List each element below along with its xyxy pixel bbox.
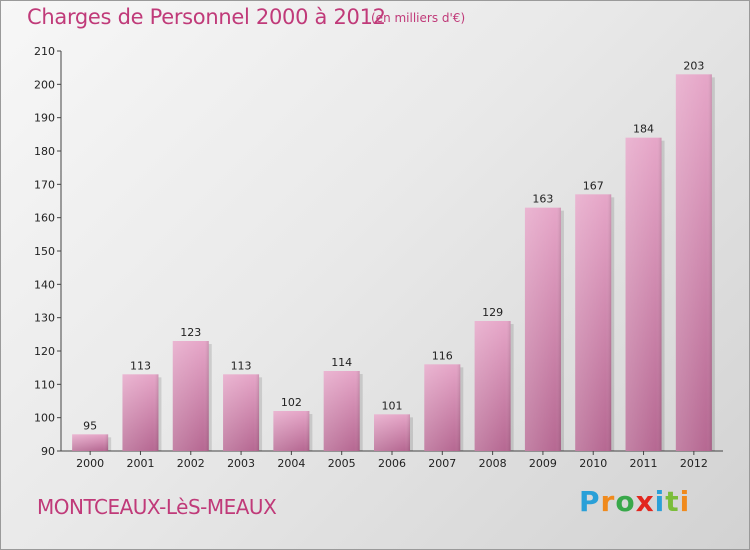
- x-tick-label: 2010: [579, 457, 607, 470]
- x-tick-label: 2006: [378, 457, 406, 470]
- bar-highlight: [374, 414, 410, 451]
- logo-letter: i: [654, 485, 666, 518]
- data-label-2003: 113: [231, 359, 252, 372]
- bars: [72, 74, 715, 452]
- bar-highlight: [72, 434, 109, 451]
- y-tick-label: 160: [34, 212, 55, 225]
- data-labels: 95 113 123 113 102 114 101 116 129 163 167 184 203: [83, 59, 704, 432]
- data-label-2012: 203: [683, 59, 704, 72]
- axes: 90 100 110 120 130 140 150 160 170 180 190 200 210 20…: [34, 45, 723, 470]
- bar-highlight: [575, 194, 612, 452]
- bar-highlight: [223, 374, 260, 451]
- x-tick-label: 2003: [227, 457, 255, 470]
- x-tick-label: 2005: [328, 457, 356, 470]
- data-label-2000: 95: [83, 419, 97, 432]
- y-tick-label: 170: [34, 178, 55, 191]
- y-tick-label: 200: [34, 78, 55, 91]
- y-tick-label: 90: [41, 445, 55, 458]
- y-tick-label: 120: [34, 345, 55, 358]
- commune-name: MONTCEAUX-LèS-MEAUX: [37, 495, 277, 519]
- bar-highlight: [122, 374, 159, 451]
- x-tick-label: 2008: [479, 457, 507, 470]
- data-label-2010: 167: [583, 179, 604, 192]
- logo-letter: t: [665, 485, 680, 518]
- logo-letter: o: [615, 485, 636, 518]
- x-tick-label: 2001: [126, 457, 154, 470]
- logo-letter: x: [635, 485, 655, 518]
- y-tick-label: 190: [34, 112, 55, 125]
- data-label-2006: 101: [382, 399, 403, 412]
- y-tick-label: 140: [34, 278, 55, 291]
- logo-letter: P: [579, 485, 601, 518]
- data-label-2008: 129: [482, 306, 503, 319]
- bar-highlight: [474, 321, 511, 451]
- x-tick-label: 2007: [428, 457, 456, 470]
- y-tick-label: 210: [34, 45, 55, 58]
- chart-subtitle: (en milliers d'€): [371, 11, 466, 25]
- chart-title: Charges de Personnel 2000 à 2012: [27, 5, 386, 29]
- data-label-2005: 114: [331, 356, 352, 369]
- bar-highlight: [273, 411, 310, 451]
- y-tick-label: 180: [34, 145, 55, 158]
- bar-highlight: [323, 371, 360, 451]
- x-tick-label: 2009: [529, 457, 557, 470]
- data-label-2007: 116: [432, 349, 453, 362]
- x-tick-label: 2011: [630, 457, 658, 470]
- y-tick-label: 100: [34, 412, 55, 425]
- proxiti-logo: Proxiti: [579, 485, 690, 518]
- logo-letter: r: [600, 485, 616, 518]
- data-label-2009: 163: [532, 193, 553, 206]
- data-label-2001: 113: [130, 359, 151, 372]
- bar-highlight: [172, 341, 209, 451]
- data-label-2011: 184: [633, 123, 654, 136]
- y-tick-label: 110: [34, 378, 55, 391]
- x-tick-label: 2004: [277, 457, 305, 470]
- bar-highlight: [524, 207, 561, 451]
- logo-letter: i: [679, 485, 691, 518]
- data-label-2004: 102: [281, 396, 302, 409]
- x-tick-label: 2012: [680, 457, 708, 470]
- y-tick-label: 130: [34, 312, 55, 325]
- bar-highlight: [675, 74, 712, 451]
- x-tick-label: 2002: [177, 457, 205, 470]
- data-label-2002: 123: [180, 326, 201, 339]
- bar-highlight: [424, 364, 461, 451]
- y-tick-label: 150: [34, 245, 55, 258]
- x-tick-label: 2000: [76, 457, 104, 470]
- bar-highlight: [625, 137, 662, 451]
